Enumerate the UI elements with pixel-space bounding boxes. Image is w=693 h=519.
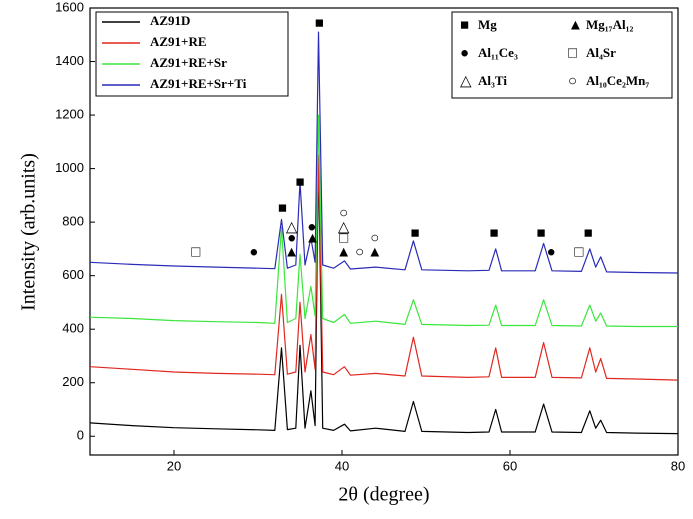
phase-marker: ▲ [305, 231, 320, 247]
series-line [89, 157, 679, 435]
phase-legend-label: Mg [478, 17, 497, 32]
y-tick-label: 0 [77, 428, 84, 443]
phase-marker: ▲ [284, 245, 299, 261]
phase-marker: ● [547, 245, 556, 261]
y-tick-label: 1000 [55, 160, 84, 175]
y-tick-label: 400 [62, 321, 84, 336]
series-line [89, 154, 679, 381]
phase-marker: □ [339, 231, 348, 247]
legend-label: AZ91+RE+Sr+Ti [150, 76, 247, 91]
phase-legend-label: Al₁₀Ce₂Mn₇ [586, 73, 649, 88]
phase-marker: ■ [295, 174, 304, 190]
phase-marker: ▲ [336, 245, 351, 261]
series-legend-box [95, 11, 289, 97]
legend-label: AZ91+RE [150, 34, 207, 49]
phase-marker: ○ [355, 245, 364, 261]
x-tick-label: 20 [167, 458, 181, 473]
phase-legend-symbol: □ [568, 45, 577, 61]
series-line [89, 31, 679, 274]
phase-marker: ○ [339, 206, 348, 222]
phase-marker: ■ [278, 200, 287, 216]
phase-legend-symbol: ▲ [568, 17, 583, 33]
phase-marker: □ [191, 245, 200, 261]
phase-legend-symbol: ● [460, 45, 469, 61]
x-tick-label: 80 [671, 458, 685, 473]
x-tick-label: 40 [335, 458, 349, 473]
phase-legend-label: Mg₁₇Al₁₂ [586, 17, 633, 32]
y-tick-label: 1600 [55, 0, 84, 14]
phase-legend-label: Al₃Ti [478, 73, 507, 88]
phase-marker: ■ [537, 226, 546, 242]
phase-legend-symbol: ○ [568, 73, 577, 89]
phase-legend-label: Al₁₁Ce₃ [478, 45, 518, 60]
phase-marker: ■ [490, 226, 499, 242]
phase-marker: △ [338, 219, 350, 235]
phase-marker: ● [307, 219, 316, 235]
phase-marker: ■ [411, 226, 420, 242]
x-axis-label: 2θ (degree) [338, 484, 429, 506]
y-tick-label: 1400 [55, 53, 84, 68]
plot-frame [89, 7, 679, 456]
y-tick-label: 200 [62, 374, 84, 389]
series-line [89, 114, 678, 328]
x-tick-label: 60 [503, 458, 517, 473]
phase-marker: ● [249, 245, 258, 261]
y-tick-label: 1200 [55, 107, 84, 122]
legend-label: AZ91+RE+Sr [150, 55, 227, 70]
phase-legend-box [451, 11, 673, 99]
phase-marker: □ [574, 245, 583, 261]
phase-marker: ■ [584, 226, 593, 242]
phase-marker: ■ [315, 15, 324, 31]
phase-marker: ○ [370, 231, 379, 247]
legend-label: AZ91D [150, 13, 190, 28]
phase-legend-label: Al₄Sr [586, 45, 616, 60]
phase-marker: △ [286, 219, 298, 235]
y-axis-label: Intensity (arb.units) [18, 153, 40, 311]
y-tick-label: 600 [62, 267, 84, 282]
phase-legend-symbol: △ [460, 73, 472, 89]
phase-legend-symbol: ■ [460, 17, 469, 33]
y-tick-label: 800 [62, 214, 84, 229]
phase-marker: ● [287, 231, 296, 247]
phase-marker: ▲ [367, 245, 382, 261]
